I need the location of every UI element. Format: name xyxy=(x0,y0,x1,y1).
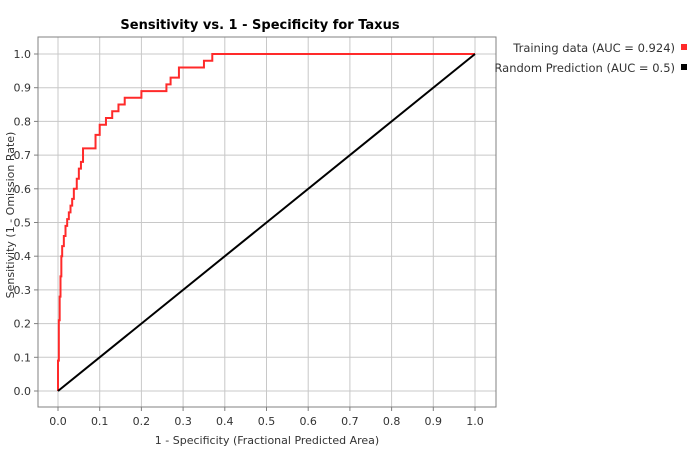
y-tick-label: 1.0 xyxy=(14,48,32,61)
y-tick-label: 0.3 xyxy=(14,284,32,297)
y-tick-label: 0.2 xyxy=(14,318,32,331)
x-axis-label: 1 - Specificity (Fractional Predicted Ar… xyxy=(155,434,379,447)
chart-title: Sensitivity vs. 1 - Specificity for Taxu… xyxy=(120,18,399,33)
y-tick-label: 0.6 xyxy=(14,183,32,196)
y-axis-label: Sensitivity (1 - Omission Rate) xyxy=(4,132,17,299)
y-tick-label: 0.0 xyxy=(14,385,32,398)
roc-curve-training xyxy=(57,53,475,391)
x-tick-label: 0.3 xyxy=(174,415,192,428)
x-tick-label: 0.0 xyxy=(49,415,67,428)
x-tick-label: 0.7 xyxy=(341,415,359,428)
x-tick-label: 0.9 xyxy=(425,415,443,428)
y-tick-label: 0.9 xyxy=(14,82,32,95)
legend-label-training: Training data (AUC = 0.924) xyxy=(512,41,675,55)
y-tick-label: 0.4 xyxy=(14,250,32,263)
legend-label-random: Random Prediction (AUC = 0.5) xyxy=(494,61,675,75)
legend-swatch-training xyxy=(681,44,687,50)
x-tick-label: 0.1 xyxy=(91,415,109,428)
y-tick-label: 0.7 xyxy=(14,149,32,162)
x-tick-label: 1.0 xyxy=(466,415,484,428)
ticks-layer: 0.0 0.1 0.2 0.3 0.4 0.5 0.6 0.7 0.8 0.9 1.0 0.0 0.1 0… xyxy=(14,48,484,428)
y-tick-label: 0.5 xyxy=(14,217,32,230)
y-tick-label: 0.1 xyxy=(14,351,32,364)
x-tick-label: 0.2 xyxy=(133,415,151,428)
x-tick-label: 0.6 xyxy=(299,415,317,428)
roc-line-random xyxy=(57,53,476,392)
x-tick-label: 0.4 xyxy=(216,415,234,428)
x-tick-label: 0.8 xyxy=(383,415,401,428)
series-layer xyxy=(57,53,476,392)
x-tick-label: 0.5 xyxy=(258,415,276,428)
legend-swatch-random xyxy=(681,64,687,70)
y-tick-label: 0.8 xyxy=(14,115,32,128)
legend: Training data (AUC = 0.924) Random Predi… xyxy=(494,41,687,75)
